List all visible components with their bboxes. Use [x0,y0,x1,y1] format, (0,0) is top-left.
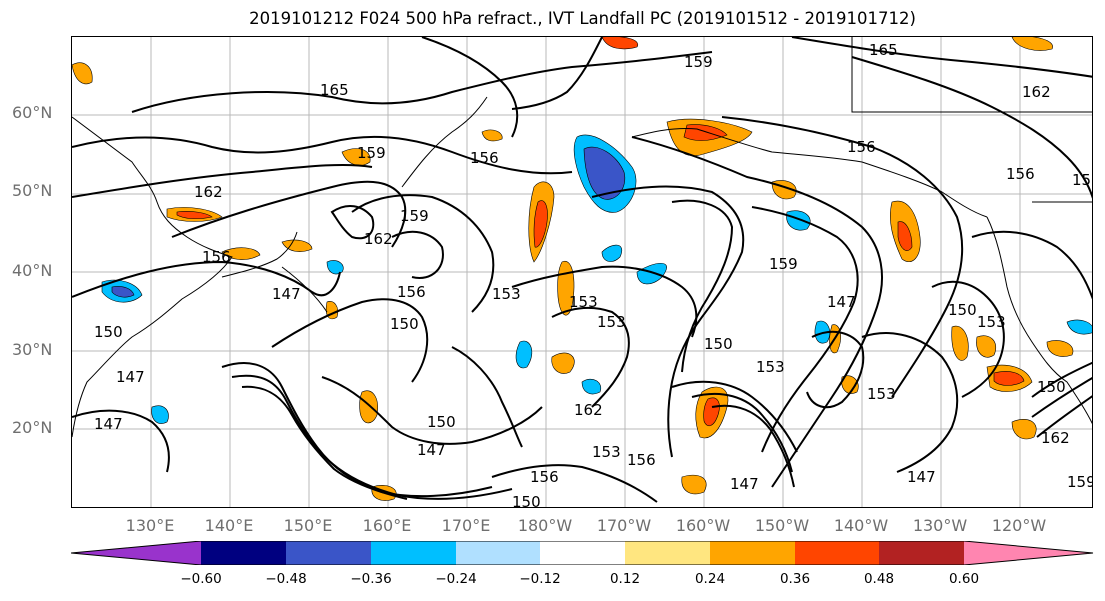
lon-label-120w: 120°W [991,516,1047,535]
lon-label-170e: 170°E [441,516,491,535]
contour-label: 153 [569,293,598,311]
lon-label-180w: 180°W [517,516,573,535]
contour-label: 150 [427,413,456,431]
positive-anomaly-core [533,200,548,248]
contour-label: 147 [272,285,301,303]
lon-label-130e: 130°E [125,516,175,535]
contour-label: 147 [827,293,856,311]
contour-label: 147 [417,441,446,459]
contour-label: 153 [597,313,626,331]
colorbar-outline [71,541,1094,565]
contour-label: 162 [574,401,603,419]
contour-label: 147 [907,468,936,486]
map-panel: 165 159 165 162 156 159 162 159 156 162 … [71,36,1093,508]
contour-label: 159 [1072,171,1093,189]
contour-label: 150 [704,335,733,353]
contour-label: 153 [492,285,521,303]
canada-border [851,37,1092,113]
kamchatka-coast [401,96,488,188]
colorbar-tick: 0.48 [863,571,895,587]
strong-negative-anomaly [583,146,626,200]
contour-label: 147 [116,368,145,386]
colorbar-tick: 0.12 [609,571,641,587]
contour-label: 150 [948,301,977,319]
contour-label: 150 [512,493,541,508]
lon-label-160e: 160°E [362,516,412,535]
asia-coast [72,116,233,438]
colorbar-tick: 0.60 [948,571,980,587]
colorbar-bin [371,541,456,565]
colorbar-tick: −0.60 [180,571,222,587]
contour-label: 159 [769,255,798,273]
contour-label-layer: 165 159 165 162 156 159 162 159 156 162 … [94,41,1093,508]
contour-label: 156 [530,468,559,486]
colorbar-bin [201,541,286,565]
colorbar-bin [286,541,371,565]
colorbar-tick: 0.24 [694,571,726,587]
colorbar-tick: 0.36 [779,571,811,587]
contour-label: 153 [592,443,621,461]
lon-label-140w: 140°W [833,516,889,535]
contour-label: 162 [1022,83,1051,101]
contour-label: 162 [364,230,393,248]
contour-label: 162 [1041,429,1070,447]
graticule [72,37,1092,507]
lat-label-40n: 40°N [12,261,53,280]
colorbar [71,541,1094,565]
contour-label: 156 [397,283,426,301]
contour-label: 165 [869,41,898,59]
colorbar-extend-high [964,541,1093,565]
colorbar-bin [710,541,795,565]
lat-label-50n: 50°N [12,181,53,200]
contour-label: 153 [977,313,1006,331]
ivt-shading [72,37,1092,501]
lon-label-170w: 170°W [596,516,652,535]
contour-label: 156 [627,451,656,469]
colorbar-bin [795,541,879,565]
colorbar-bin [625,541,710,565]
coastlines [72,37,1092,438]
colorbar-tick: −0.36 [350,571,392,587]
contour-label: 156 [202,248,231,266]
contour-label: 156 [1006,165,1035,183]
contour-label: 162 [194,183,223,201]
lat-label-20n: 20°N [12,418,53,437]
contour-label: 156 [470,149,499,167]
colorbar-tick: −0.24 [435,571,477,587]
positive-anomaly-hawaii-core [703,397,720,427]
contour-label: 159 [1067,473,1093,491]
colorbar-bin [879,541,964,565]
lon-label-150w: 150°W [754,516,810,535]
contour-label: 156 [847,138,876,156]
north-america-coast [986,216,1092,425]
lat-label-60n: 60°N [12,103,53,122]
contour-label: 150 [390,315,419,333]
colorbar-bin [456,541,540,565]
alaska-coast [631,128,988,218]
contour-label: 165 [320,81,349,99]
lon-label-150e: 150°E [283,516,333,535]
contour-label: 150 [94,323,123,341]
contour-label: 159 [684,53,713,71]
colorbar-tick: −0.48 [265,571,307,587]
contour-label: 147 [94,415,123,433]
lat-label-30n: 30°N [12,340,53,359]
contour-label: 153 [756,358,785,376]
lon-label-130w: 130°W [912,516,968,535]
lon-label-140e: 140°E [204,516,254,535]
colorbar-bin [540,541,625,565]
refractivity-contours [72,37,1092,503]
contour-label: 159 [357,144,386,162]
contour-label: 147 [730,475,759,493]
positive-anomaly-westcoast-core [897,221,913,251]
map-canvas: 165 159 165 162 156 159 162 159 156 162 … [72,37,1093,508]
contour-label: 150 [1037,378,1066,396]
contour-label: 153 [867,385,896,403]
positive-anomaly-baja-core [993,371,1025,386]
map-title: 2019101212 F024 500 hPa refract., IVT La… [249,9,916,28]
colorbar-extend-low [71,541,201,565]
colorbar-tick: −0.12 [519,571,561,587]
lon-label-160w: 160°W [675,516,731,535]
contour-label: 159 [400,207,429,225]
